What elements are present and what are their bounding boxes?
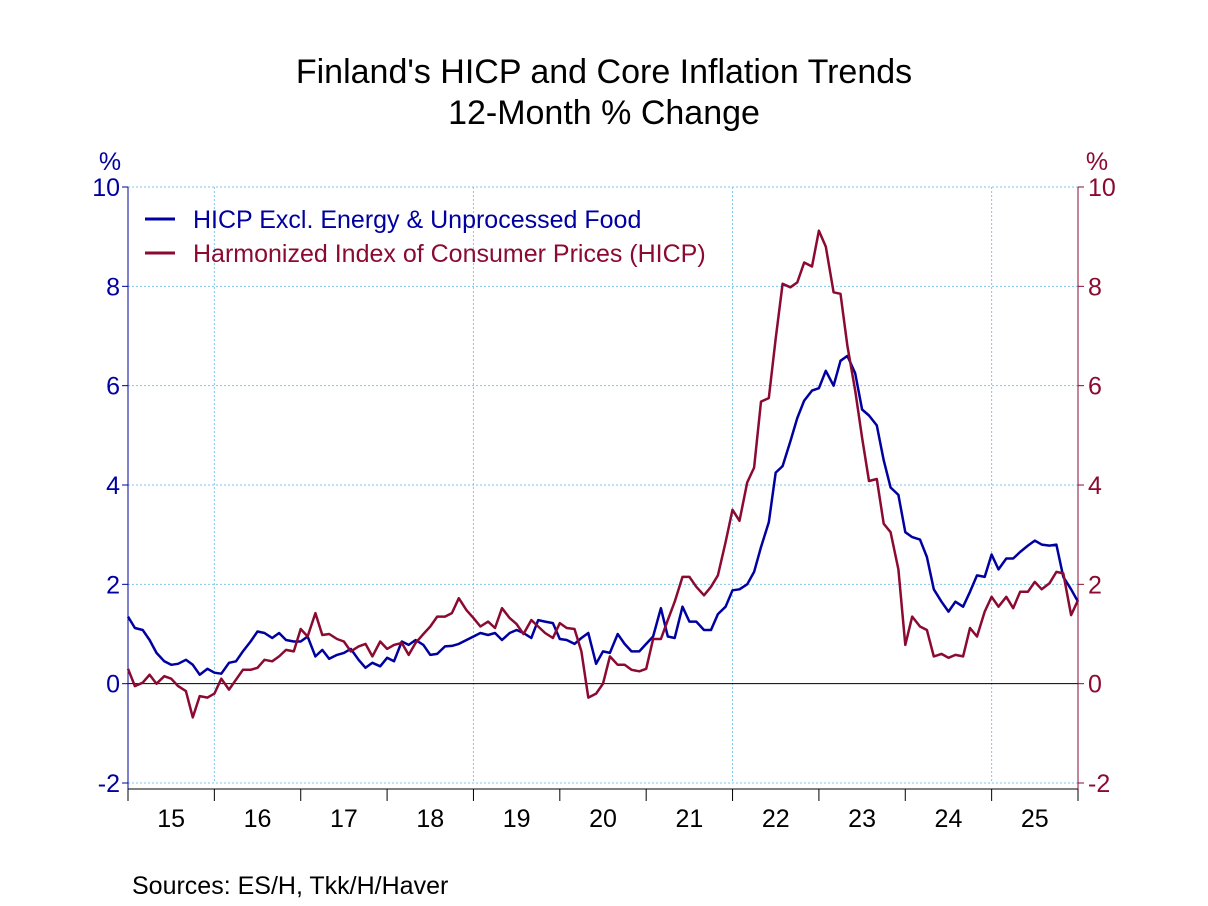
y-right-tick-label: -2	[1088, 770, 1110, 798]
legend-hicp-label: Harmonized Index of Consumer Prices (HIC…	[193, 240, 706, 268]
x-tick-label: 20	[589, 805, 617, 833]
x-tick-label: 15	[157, 805, 185, 833]
y-right-tick-label: 0	[1088, 671, 1102, 699]
series-line-core	[126, 354, 1080, 676]
series-lines	[126, 229, 1080, 719]
y-left-tick-label: 4	[106, 472, 120, 500]
x-tick-label: 17	[330, 805, 358, 833]
y-right-tick-label: 2	[1088, 571, 1102, 599]
x-tick-label: 24	[935, 805, 963, 833]
y-left-tick-label: 6	[106, 373, 120, 401]
y-left-tick-label: 0	[106, 671, 120, 699]
legend: HICP Excl. Energy & Unprocessed Food Har…	[145, 206, 706, 268]
source-note: Sources: ES/H, Tkk/H/Haver	[132, 872, 449, 900]
legend-core-label: HICP Excl. Energy & Unprocessed Food	[193, 206, 641, 234]
y-left-tick-label: 2	[106, 571, 120, 599]
x-tick-label: 22	[762, 805, 790, 833]
y-right-tick-label: 4	[1088, 472, 1102, 500]
x-tick-label: 18	[416, 805, 444, 833]
y-left-tick-label: -2	[98, 770, 120, 798]
grid-lines	[128, 186, 1078, 784]
x-tick-label: 19	[503, 805, 531, 833]
x-tick-label: 21	[675, 805, 703, 833]
y-axis-left-unit: %	[99, 148, 121, 176]
chart-title-block: Finland's HICP and Core Inflation Trends…	[0, 52, 1208, 134]
chart-subtitle: 12-Month % Change	[448, 94, 760, 132]
x-tick-label: 23	[848, 805, 876, 833]
x-tick-label: 25	[1021, 805, 1049, 833]
y-axis-right-unit: %	[1086, 148, 1108, 176]
chart-title: Finland's HICP and Core Inflation Trends	[295, 53, 913, 91]
y-right-tick-label: 10	[1088, 174, 1116, 202]
series-line-hicp	[126, 229, 1080, 719]
y-right-tick-label: 6	[1088, 373, 1102, 401]
y-left-tick-label: 8	[106, 273, 120, 301]
y-right-tick-label: 8	[1088, 273, 1102, 301]
x-tick-label: 16	[244, 805, 272, 833]
y-left-tick-label: 10	[92, 174, 120, 202]
